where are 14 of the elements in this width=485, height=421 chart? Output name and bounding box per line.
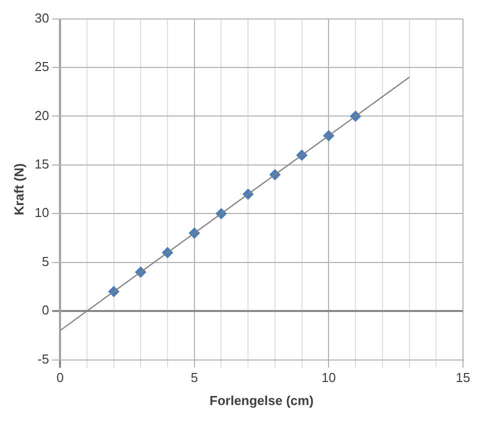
y-tick-label: 20: [34, 108, 50, 123]
y-tick-label: 25: [34, 59, 50, 74]
y-tick-label: 10: [34, 205, 50, 220]
x-axis-title: Forlengelse (cm): [210, 392, 314, 408]
y-axis-title: Kraft (N): [11, 163, 26, 216]
x-tick-label: 0: [56, 370, 64, 386]
y-tick-label: 5: [42, 254, 50, 269]
x-tick-label: 5: [190, 370, 198, 386]
y-tick-label: 30: [34, 10, 50, 26]
x-tick-label: 10: [321, 370, 336, 386]
y-tick-label: 15: [34, 156, 50, 172]
y-tick-label: 0: [42, 302, 50, 318]
x-tick-label: 15: [456, 370, 470, 386]
y-tick-label: -5: [37, 351, 50, 366]
